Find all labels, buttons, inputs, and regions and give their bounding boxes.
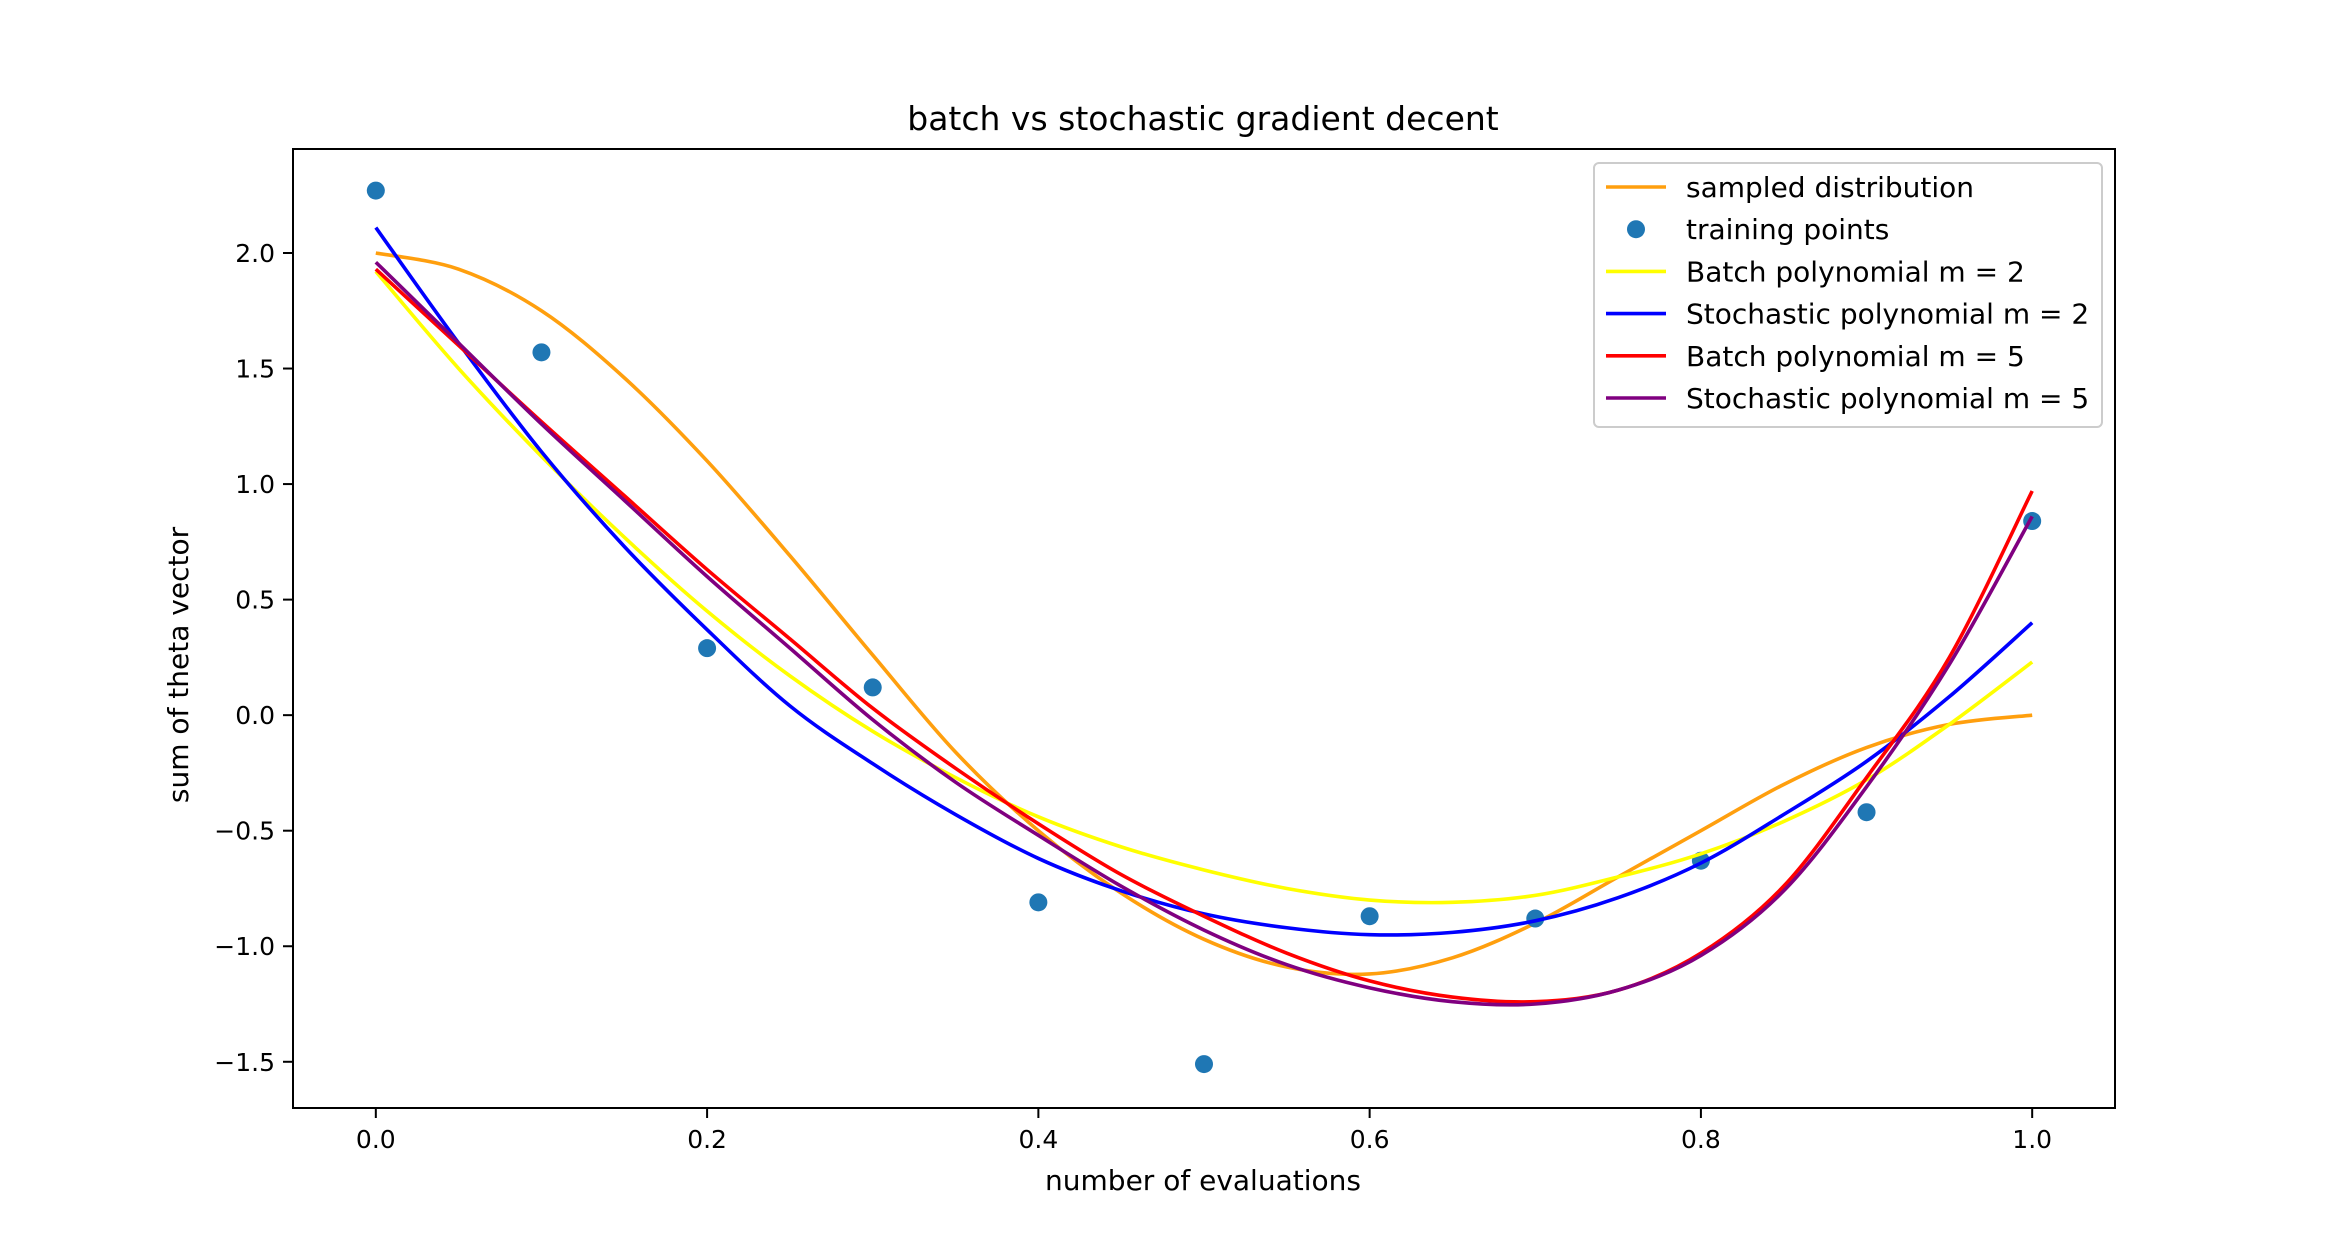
series-line-batch-polynomial-m-5 xyxy=(374,267,2034,1004)
training-point xyxy=(1857,803,1876,822)
legend-label-stochastic-polynomial-m-5: Stochastic polynomial m = 5 xyxy=(1686,382,2089,415)
y-tick-label: −1.5 xyxy=(214,1048,275,1077)
legend-label-stochastic-polynomial-m-2: Stochastic polynomial m = 2 xyxy=(1686,298,2089,331)
legend-label-batch-polynomial-m-2: Batch polynomial m = 2 xyxy=(1686,255,2025,288)
x-axis-label: number of evaluations xyxy=(1045,1164,1361,1197)
legend: sampled distribution training points Batch… xyxy=(1593,162,2103,428)
y-tick-label: 2.0 xyxy=(235,239,275,268)
x-tick-label: 0.2 xyxy=(687,1125,727,1154)
legend-label-batch-polynomial-m-5: Batch polynomial m = 5 xyxy=(1686,340,2025,373)
x-tick-label: 1.0 xyxy=(2012,1125,2052,1154)
training-point xyxy=(698,639,717,658)
training-point xyxy=(1360,907,1379,926)
x-tick-label: 0.6 xyxy=(1350,1125,1390,1154)
training-point xyxy=(1195,1055,1213,1074)
series-line-stochastic-polynomial-m-5 xyxy=(374,260,2034,1007)
axes: 0.0 0.2 0.4 0.6 0.8 1.0 −1.5 −1.0 −0.5 0.0 0.5 1.0 1… xyxy=(214,148,2116,1154)
training-point xyxy=(366,181,385,200)
legend-label-training-points: training points xyxy=(1686,213,1889,246)
y-axis-label: sum of theta vector xyxy=(162,526,195,803)
training-point xyxy=(532,343,551,362)
y-tick-label: 1.5 xyxy=(235,355,275,384)
x-tick-label: 0.0 xyxy=(356,1125,396,1154)
y-tick-label: −1.0 xyxy=(214,932,275,961)
plot-frame xyxy=(292,148,2116,1109)
y-tick-label: 1.0 xyxy=(235,470,275,499)
series-line-stochastic-polynomial-m-2 xyxy=(374,226,2034,937)
legend-marker-training-points xyxy=(1627,220,1645,239)
y-tick-label: −0.5 xyxy=(214,817,275,846)
x-tick-label: 0.8 xyxy=(1681,1125,1721,1154)
plot-area xyxy=(366,181,2042,1074)
y-tick-label: 0.5 xyxy=(235,586,275,615)
training-point xyxy=(1029,893,1048,912)
y-tick-label: 0.0 xyxy=(235,701,275,730)
x-tick-label: 0.4 xyxy=(1018,1125,1058,1154)
legend-box xyxy=(1593,162,2103,428)
training-point xyxy=(863,678,882,697)
series-line-sampled-distribution xyxy=(375,251,2033,977)
legend-label-sampled-distribution: sampled distribution xyxy=(1686,171,1974,204)
chart-title: batch vs stochastic gradient decent xyxy=(907,99,1499,138)
